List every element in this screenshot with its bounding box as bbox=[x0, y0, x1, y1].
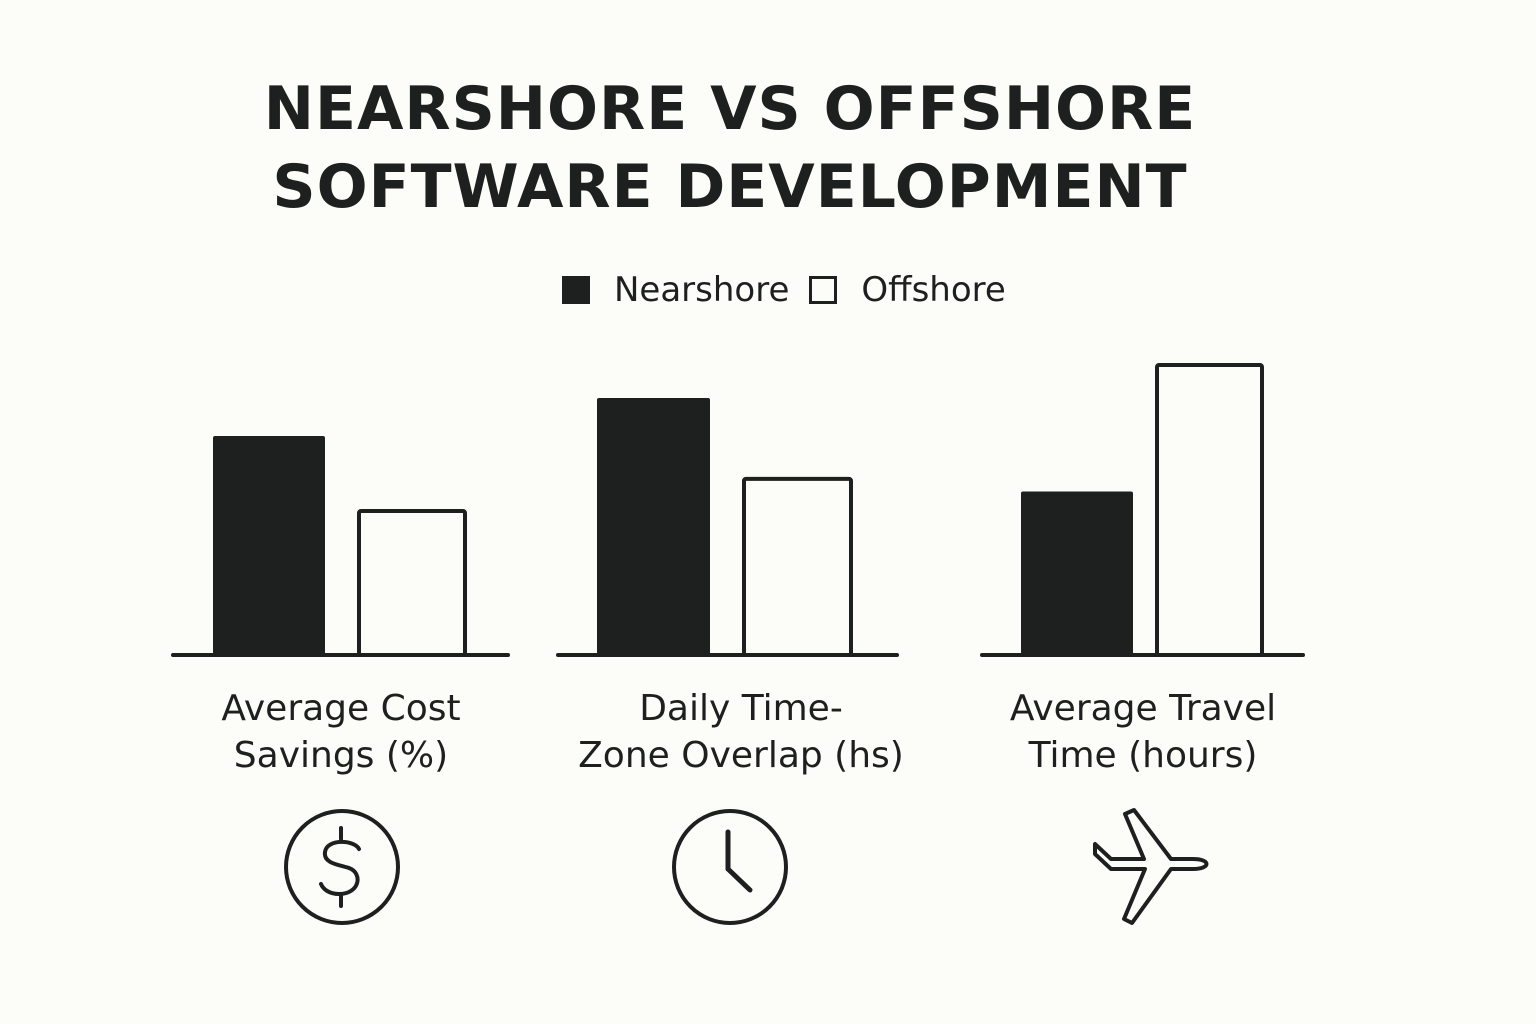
legend-swatch-nearshore bbox=[562, 276, 590, 304]
category-label-group-3-line-1: Average Travel bbox=[1010, 688, 1276, 729]
legend-label-nearshore: Nearshore bbox=[614, 270, 790, 310]
chart-title-line-1: NEARSHORE VS OFFSHORE bbox=[263, 74, 1197, 144]
bar-nearshore-group-2 bbox=[597, 398, 710, 655]
legend-item-nearshore: Nearshore bbox=[562, 270, 809, 310]
legend-swatch-offshore bbox=[809, 276, 838, 304]
legend-item-offshore: Offshore bbox=[809, 270, 1025, 310]
legend-label-offshore: Offshore bbox=[861, 270, 1006, 310]
category-label-group-1-line-2: Savings (%) bbox=[234, 735, 448, 776]
airplane-icon bbox=[1093, 808, 1209, 925]
bar-nearshore-group-3 bbox=[1021, 491, 1133, 655]
chart-title: NEARSHORE VS OFFSHORE SOFTWARE DEVELOPME… bbox=[230, 70, 1230, 226]
bar-offshore-group-1 bbox=[357, 509, 467, 657]
bar-nearshore-group-1 bbox=[213, 436, 325, 655]
category-label-group-2-line-1: Daily Time- bbox=[639, 688, 843, 729]
chart-title-line-2: SOFTWARE DEVELOPMENT bbox=[272, 152, 1188, 222]
dollar-circle-icon bbox=[284, 809, 400, 925]
category-label-group-3-line-2: Time (hours) bbox=[1028, 735, 1258, 776]
bar-offshore-group-2 bbox=[742, 476, 853, 657]
category-label-group-2-line-2: Zone Overlap (hs) bbox=[578, 735, 904, 776]
legend: Nearshore Offshore bbox=[562, 268, 1026, 312]
bar-offshore-group-3 bbox=[1155, 363, 1264, 657]
clock-icon bbox=[672, 809, 788, 925]
category-label-group-1-line-1: Average Cost bbox=[221, 688, 460, 729]
